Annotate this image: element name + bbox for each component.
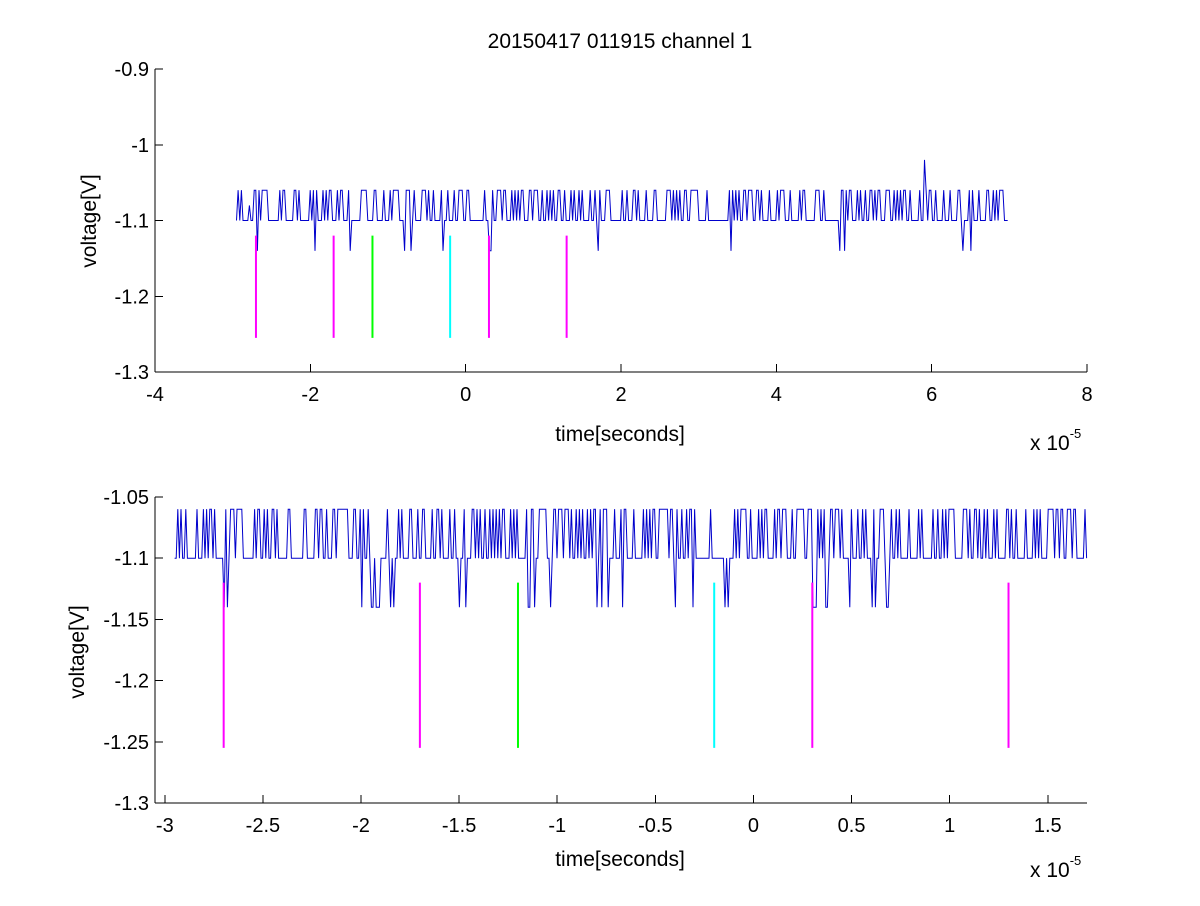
top-plot: time[seconds] voltage[V] x 10-5 -4 -2 0 2 4 6… [78,59,1093,455]
bottom-x-tick-label: 1 [944,815,955,837]
bottom-x-exponent-label: x 10-5 [1030,853,1081,882]
top-x-tick-label: 4 [771,384,782,406]
top-y-tick-label: -0.9 [115,59,149,81]
top-x-exponent-label: x 10-5 [1030,426,1081,455]
bottom-y-tick-label: -1.1 [115,548,149,570]
bottom-plot: time[seconds] voltage[V] x 10-5 -3 -2.5 -2… [66,487,1088,882]
top-signal-line [236,159,1008,252]
bottom-x-tick-label: -1.5 [442,815,476,837]
top-x-axis-label: time[seconds] [555,423,685,446]
bottom-x-exponent-power: -5 [1070,853,1082,868]
bottom-x-tick-label: -0.5 [638,815,672,837]
bottom-y-tick-label: -1.2 [115,671,149,693]
bottom-x-axis-label: time[seconds] [555,848,685,871]
bottom-y-tick-label: -1.15 [103,609,149,631]
bottom-x-tick-label: -2 [352,815,370,837]
bottom-x-tick-label: -3 [156,815,174,837]
top-x-exponent-base: x 10 [1030,432,1070,455]
bottom-signal-line [174,508,1088,608]
bottom-x-tick-label: 0.5 [838,815,866,837]
top-y-tick-label: -1.3 [115,362,149,384]
top-y-tick-label: -1 [131,135,149,157]
bottom-x-tick-label: -2.5 [246,815,280,837]
bottom-x-tick-label: -1 [548,815,566,837]
top-x-tick-label: -4 [146,384,164,406]
bottom-y-axis-label: voltage[V] [66,605,89,698]
top-x-tick-label: -2 [301,384,319,406]
top-y-tick-label: -1.2 [115,286,149,308]
top-x-tick-label: 8 [1081,384,1092,406]
top-x-exponent-power: -5 [1070,426,1082,441]
top-y-tick-label: -1.1 [115,211,149,233]
top-x-tick-label: 0 [460,384,471,406]
bottom-y-tick-label: -1.25 [103,732,149,754]
bottom-y-tick-label: -1.3 [115,793,149,815]
top-x-tick-label: 6 [926,384,937,406]
bottom-x-exponent-base: x 10 [1030,859,1070,882]
top-y-axis-label: voltage[V] [78,174,101,267]
bottom-x-tick-label: 1.5 [1034,815,1062,837]
top-x-tick-label: 2 [615,384,626,406]
bottom-x-tick-label: 0 [748,815,759,837]
bottom-y-tick-label: -1.05 [103,487,149,509]
chart-title: 20150417 011915 channel 1 [488,30,753,53]
